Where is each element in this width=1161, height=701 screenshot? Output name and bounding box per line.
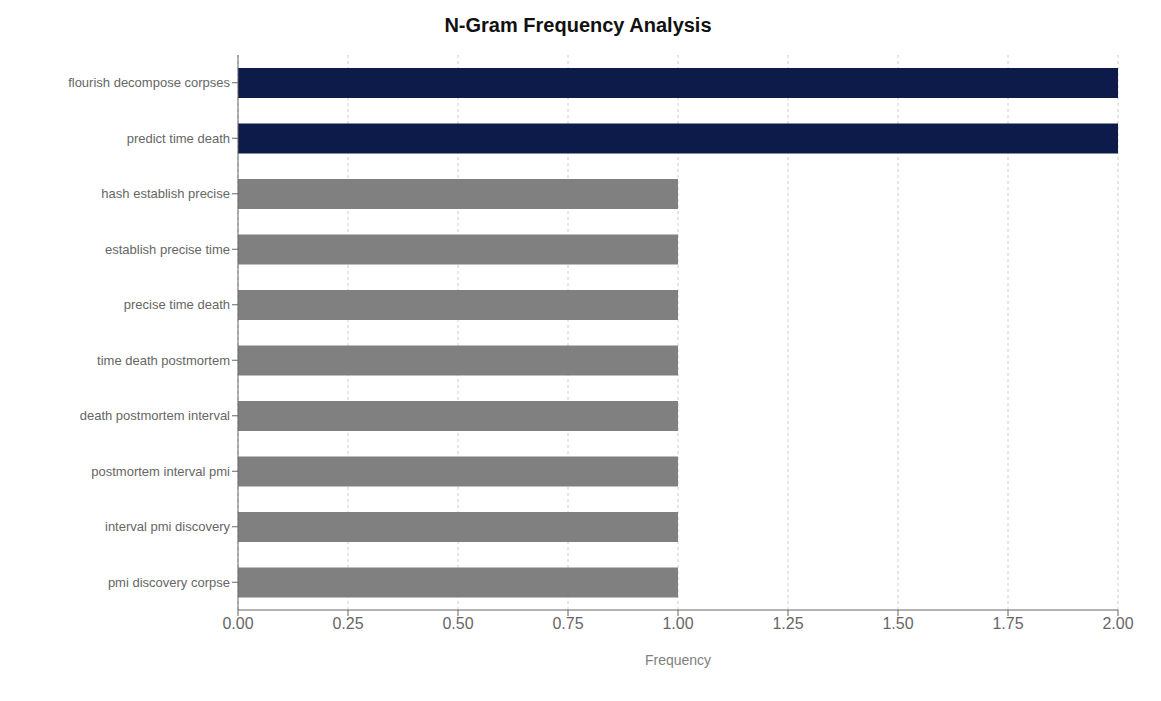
svg-text:2.00: 2.00: [1102, 615, 1133, 632]
svg-text:1.75: 1.75: [992, 615, 1023, 632]
svg-text:predict time death: predict time death: [127, 131, 230, 146]
svg-text:postmortem interval pmi: postmortem interval pmi: [91, 464, 230, 479]
svg-text:time death postmortem: time death postmortem: [97, 353, 230, 368]
svg-text:0.75: 0.75: [552, 615, 583, 632]
svg-text:interval pmi discovery: interval pmi discovery: [105, 519, 230, 534]
html-text:N-Gram Frequency Analysis: N-Gram Frequency Analysis: [444, 14, 712, 36]
svg-text:Frequency: Frequency: [645, 652, 711, 668]
svg-text:hash establish precise: hash establish precise: [101, 186, 230, 201]
svg-text:establish precise time: establish precise time: [105, 242, 230, 257]
svg-text:precise time death: precise time death: [124, 297, 230, 312]
svg-text:0.50: 0.50: [442, 615, 473, 632]
svg-text:flourish decompose corpses: flourish decompose corpses: [68, 75, 230, 90]
svg-text:death postmortem interval: death postmortem interval: [80, 408, 230, 423]
svg-text:0.00: 0.00: [222, 615, 253, 632]
svg-text:0.25: 0.25: [332, 615, 363, 632]
svg-text:1.25: 1.25: [772, 615, 803, 632]
svg-text:pmi discovery corpse: pmi discovery corpse: [108, 575, 230, 590]
svg-text:1.00: 1.00: [662, 615, 693, 632]
svg-text:1.50: 1.50: [882, 615, 913, 632]
